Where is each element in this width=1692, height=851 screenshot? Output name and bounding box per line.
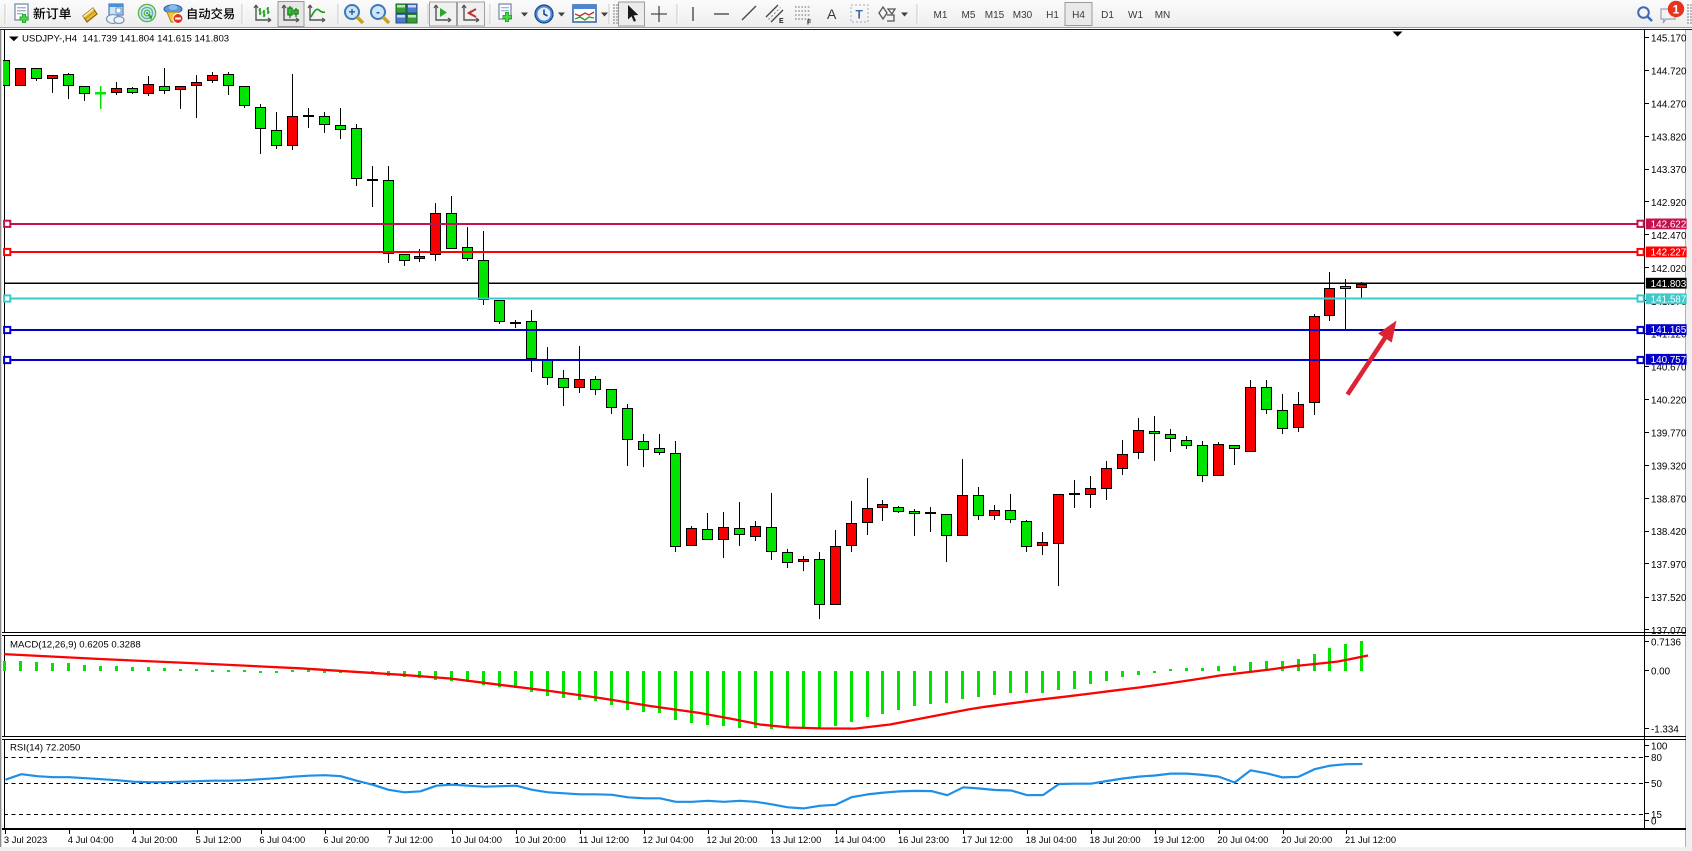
svg-text:0.7136: 0.7136: [1651, 637, 1682, 648]
svg-text:6 Jul 20:00: 6 Jul 20:00: [323, 834, 369, 845]
svg-text:10 Jul 20:00: 10 Jul 20:00: [515, 834, 566, 845]
svg-text:7 Jul 12:00: 7 Jul 12:00: [387, 834, 433, 845]
svg-text:D1: D1: [1101, 10, 1114, 21]
svg-text:F: F: [807, 20, 812, 27]
svg-text:14 Jul 04:00: 14 Jul 04:00: [834, 834, 885, 845]
svg-text:138.420: 138.420: [1651, 527, 1687, 538]
svg-text:H1: H1: [1046, 10, 1059, 21]
svg-text:13 Jul 12:00: 13 Jul 12:00: [770, 834, 821, 845]
svg-text:142.920: 142.920: [1651, 198, 1687, 209]
svg-text:M1: M1: [934, 10, 948, 21]
svg-text:142.470: 142.470: [1651, 231, 1687, 242]
svg-text:-: -: [376, 5, 380, 19]
svg-text:140.757: 140.757: [1651, 355, 1687, 366]
svg-text:MACD(12,26,9) 0.6205 0.3288: MACD(12,26,9) 0.6205 0.3288: [10, 640, 141, 651]
svg-text:10 Jul 04:00: 10 Jul 04:00: [451, 834, 502, 845]
svg-text:139.320: 139.320: [1651, 461, 1687, 472]
svg-text:16 Jul 23:00: 16 Jul 23:00: [898, 834, 949, 845]
svg-text:143.370: 143.370: [1651, 165, 1687, 176]
svg-text:-1.334: -1.334: [1651, 724, 1679, 735]
svg-text:17 Jul 12:00: 17 Jul 12:00: [962, 834, 1013, 845]
svg-text:100: 100: [1651, 742, 1668, 753]
svg-text:4 Jul 04:00: 4 Jul 04:00: [68, 834, 114, 845]
svg-text:5 Jul 12:00: 5 Jul 12:00: [195, 834, 241, 845]
svg-text:0.00: 0.00: [1651, 666, 1671, 677]
svg-text:142.020: 142.020: [1651, 264, 1687, 275]
svg-text:H4: H4: [1072, 10, 1085, 21]
svg-text:140.670: 140.670: [1651, 363, 1687, 374]
svg-text:A: A: [827, 6, 837, 22]
svg-text:T: T: [856, 8, 864, 22]
svg-text:144.270: 144.270: [1651, 99, 1687, 110]
svg-text:6 Jul 04:00: 6 Jul 04:00: [259, 834, 305, 845]
svg-text:12 Jul 20:00: 12 Jul 20:00: [706, 834, 757, 845]
svg-text:145.170: 145.170: [1651, 34, 1687, 45]
svg-text:141.120: 141.120: [1651, 330, 1687, 341]
svg-text:18 Jul 04:00: 18 Jul 04:00: [1026, 834, 1077, 845]
svg-text:144.720: 144.720: [1651, 66, 1687, 77]
svg-text:4 Jul 20:00: 4 Jul 20:00: [132, 834, 178, 845]
svg-text:138.870: 138.870: [1651, 494, 1687, 505]
svg-text:RSI(14) 72.2050: RSI(14) 72.2050: [10, 743, 80, 754]
svg-text:0: 0: [1651, 817, 1657, 828]
svg-text:M5: M5: [962, 10, 976, 21]
svg-text:141.803: 141.803: [1651, 279, 1687, 290]
svg-text:M15: M15: [985, 10, 1005, 21]
svg-text:142.227: 142.227: [1651, 248, 1687, 259]
svg-text:3 Jul 2023: 3 Jul 2023: [4, 834, 47, 845]
svg-text:137.070: 137.070: [1651, 626, 1687, 637]
svg-text:20 Jul 04:00: 20 Jul 04:00: [1217, 834, 1268, 845]
svg-text:11 Jul 12:00: 11 Jul 12:00: [579, 834, 629, 845]
svg-text:80: 80: [1651, 753, 1662, 764]
svg-text:E: E: [779, 18, 784, 25]
svg-text:12 Jul 04:00: 12 Jul 04:00: [643, 834, 694, 845]
svg-text:142.622: 142.622: [1651, 220, 1687, 231]
svg-text:141.587: 141.587: [1651, 294, 1687, 305]
svg-text:50: 50: [1651, 779, 1662, 790]
svg-text:140.220: 140.220: [1651, 396, 1687, 407]
svg-text:141.165: 141.165: [1651, 325, 1687, 336]
svg-text:18 Jul 20:00: 18 Jul 20:00: [1090, 834, 1141, 845]
svg-text:15: 15: [1651, 810, 1662, 821]
svg-text:19 Jul 12:00: 19 Jul 12:00: [1153, 834, 1204, 845]
svg-text:137.520: 137.520: [1651, 593, 1687, 604]
svg-text:M30: M30: [1013, 10, 1033, 21]
svg-text:1: 1: [1673, 2, 1680, 16]
svg-text:W1: W1: [1128, 10, 1143, 21]
svg-text:MN: MN: [1155, 10, 1171, 21]
svg-text:+: +: [348, 5, 355, 19]
svg-text:20 Jul 20:00: 20 Jul 20:00: [1281, 834, 1332, 845]
svg-text:137.970: 137.970: [1651, 560, 1687, 571]
svg-text:21 Jul 12:00: 21 Jul 12:00: [1345, 834, 1396, 845]
svg-text:143.820: 143.820: [1651, 132, 1687, 143]
svg-text:USDJPY-,H4 141.739 141.804 14: USDJPY-,H4 141.739 141.804 141.615 141.8…: [22, 34, 229, 45]
svg-text:139.770: 139.770: [1651, 429, 1687, 440]
